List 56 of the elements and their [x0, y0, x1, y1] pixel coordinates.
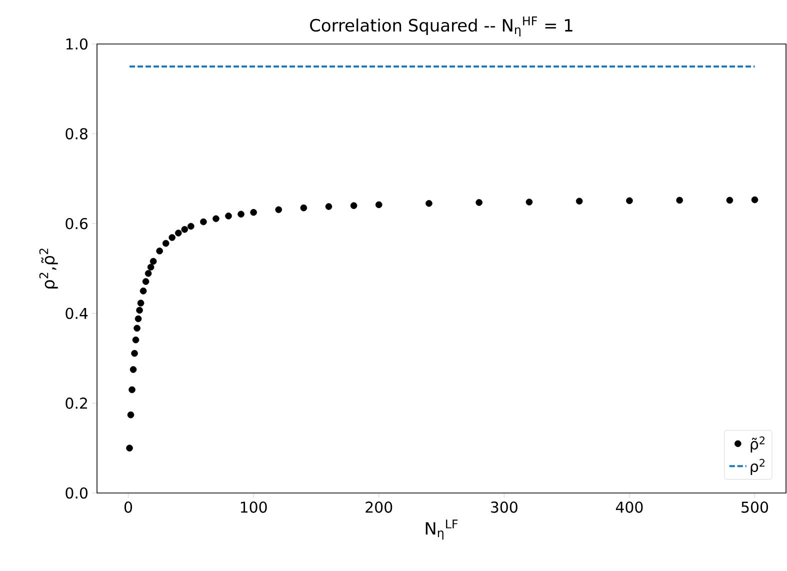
x-axis-title: N$_{η}$LF [426, 520, 458, 540]
y-tick-label: 1.0 [66, 38, 88, 50]
point [174, 230, 182, 236]
point [250, 208, 257, 216]
y-tick-label: 0.8 [66, 128, 88, 140]
point [526, 198, 533, 206]
point [275, 206, 282, 214]
x-tick-label: 400 [616, 502, 643, 513]
point [325, 203, 332, 210]
point [726, 196, 734, 204]
point [300, 204, 308, 212]
point [134, 315, 142, 322]
point [137, 300, 144, 306]
point [162, 240, 170, 247]
x-tick-label: 200 [366, 502, 392, 513]
point [225, 212, 232, 220]
x-tick-label: 0 [124, 502, 132, 513]
point [126, 444, 133, 452]
x-tick-label: 300 [491, 502, 518, 513]
legend-label: ρ̃$^{2}$ [750, 436, 764, 453]
y-tick-label: 0.6 [66, 218, 88, 230]
x-tick-label: 100 [240, 502, 267, 513]
point [168, 234, 176, 241]
point [147, 264, 154, 271]
y-tick-label: 0.2 [66, 398, 87, 409]
point [130, 366, 137, 373]
point [426, 200, 432, 207]
point [144, 270, 152, 277]
point [128, 386, 136, 394]
point [676, 196, 683, 204]
point [181, 226, 188, 233]
point [626, 197, 633, 204]
point [150, 258, 157, 265]
x-tick-label: 500 [742, 502, 768, 513]
point [200, 218, 207, 226]
point [238, 210, 244, 218]
point [476, 199, 482, 206]
legend-label: ρ$^{2}$ [750, 458, 764, 475]
point [576, 198, 583, 205]
point [142, 278, 150, 285]
point [134, 324, 140, 332]
y-tick-label: 0.4 [66, 308, 88, 320]
point [350, 202, 358, 210]
point [132, 336, 140, 344]
point [212, 215, 220, 222]
y-axis-title: ρ$^{2}$,ρ̃$^{2}$ [39, 248, 58, 288]
point [156, 248, 163, 254]
point [136, 306, 143, 314]
y-tick-label: 0.0 [66, 487, 88, 499]
point [188, 222, 194, 230]
chart-title: Correlation Squared -- N$_{η}$$^{HF}$ = 1 [310, 16, 572, 36]
point [131, 350, 138, 357]
point [375, 201, 382, 208]
point [140, 288, 147, 294]
point [127, 411, 134, 418]
point [751, 196, 758, 204]
